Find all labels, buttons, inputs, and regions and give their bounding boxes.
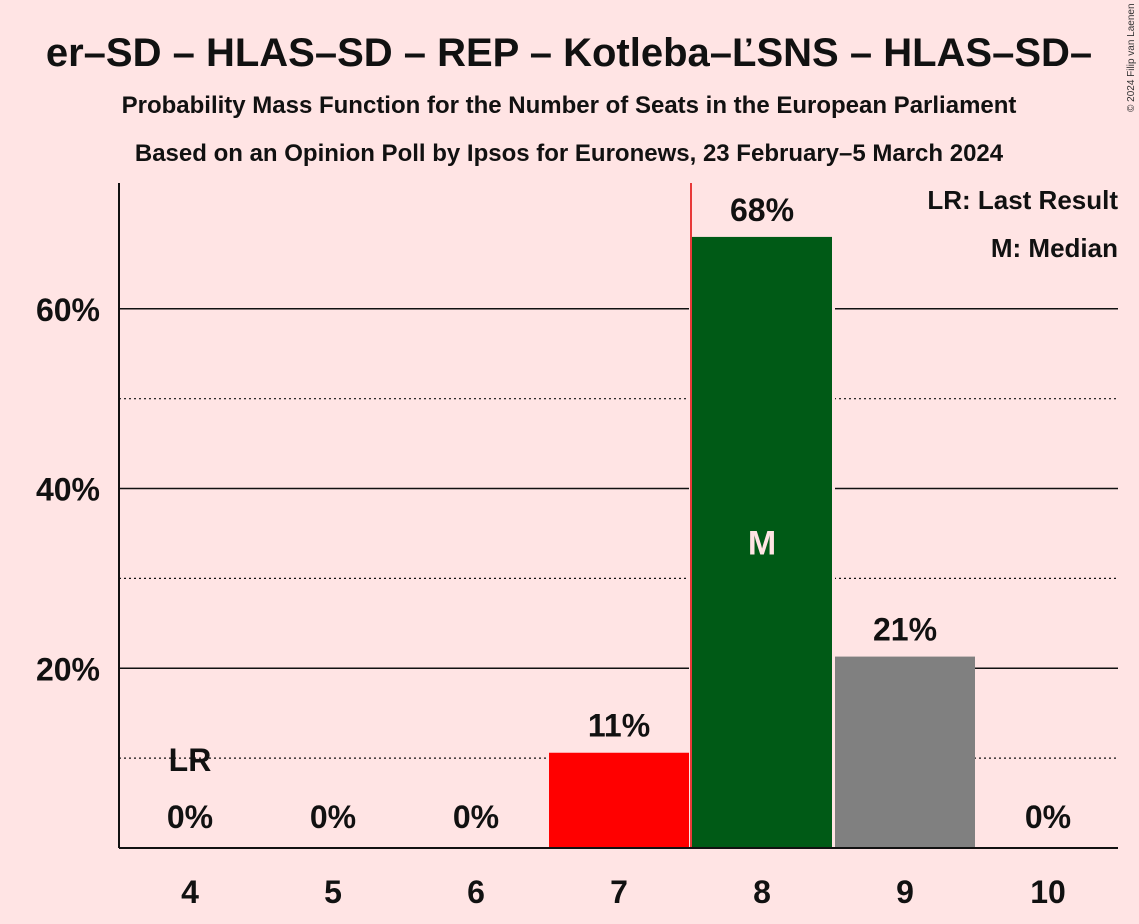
- bars-group: [549, 183, 975, 848]
- bar: [549, 752, 689, 848]
- chart-subtitle-2: Based on an Opinion Poll by Ipsos for Eu…: [135, 140, 1004, 167]
- last-result-marker: LR: [169, 742, 212, 778]
- bar-value-label: 0%: [310, 799, 356, 835]
- x-tick-label: 6: [467, 874, 485, 910]
- x-tick-label: 8: [753, 874, 771, 910]
- chart-title: er–SD – HLAS–SD – REP – Kotleba–ĽSNS – H…: [46, 31, 1092, 75]
- x-tick-label: 10: [1030, 874, 1066, 910]
- legend-median: M: Median: [991, 233, 1118, 263]
- bar: [835, 656, 975, 848]
- y-tick-label: 60%: [36, 292, 100, 328]
- x-tick-label: 5: [324, 874, 342, 910]
- bar-value-label: 0%: [1025, 799, 1071, 835]
- chart-subtitle-1: Probability Mass Function for the Number…: [122, 92, 1017, 119]
- median-marker: M: [748, 524, 776, 562]
- x-tick-label: 4: [181, 874, 199, 910]
- x-tick-label: 7: [610, 874, 628, 910]
- y-tick-label: 40%: [36, 472, 100, 508]
- x-tick-label: 9: [896, 874, 914, 910]
- bar: [692, 236, 832, 848]
- copyright-note: © 2024 Filip van Laenen: [1126, 3, 1137, 112]
- bar-value-label: 68%: [730, 192, 794, 228]
- axes-group: [118, 183, 1118, 849]
- legend-last-result: LR: Last Result: [927, 185, 1118, 215]
- bar-value-label: 0%: [453, 799, 499, 835]
- bar-value-label: 0%: [167, 799, 213, 835]
- y-tick-label: 20%: [36, 651, 100, 687]
- bar-value-label: 11%: [588, 708, 650, 744]
- bar-value-label: 21%: [873, 612, 937, 648]
